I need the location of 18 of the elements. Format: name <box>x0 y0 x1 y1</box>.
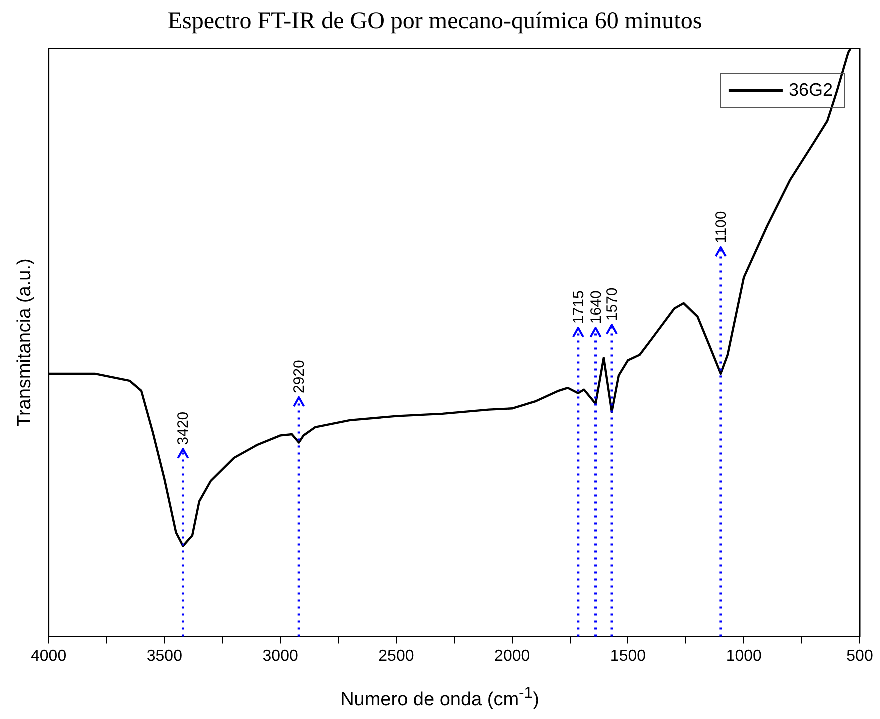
x-tick-label: 500 <box>846 648 874 665</box>
ref-line-label: 1100 <box>712 211 730 244</box>
x-tick-label: 2000 <box>494 648 530 665</box>
x-tick-label: 3500 <box>146 648 183 665</box>
x-tick-label: 2500 <box>378 648 414 665</box>
y-axis-title: Transmitancia (a.u.) <box>14 258 36 427</box>
ref-line-label: 1640 <box>588 290 605 324</box>
ref-line-label: 1570 <box>604 288 622 322</box>
x-tick-label: 1000 <box>726 648 762 665</box>
x-tick-label: 1500 <box>610 648 646 665</box>
ref-line-label: 1715 <box>570 290 588 324</box>
x-axis-title: Numero de onda (cm$^{-1}$) <box>340 684 540 711</box>
ref-line-label: 3420 <box>175 412 192 446</box>
x-tick-label: 3000 <box>262 648 298 665</box>
ref-line-label: 2920 <box>291 360 308 394</box>
chart-title: Espectro FT-IR de GO por mecano-química 60 minutos <box>168 8 702 35</box>
x-tick-label: 4000 <box>31 648 67 665</box>
legend-label: 36G2 <box>788 80 834 100</box>
